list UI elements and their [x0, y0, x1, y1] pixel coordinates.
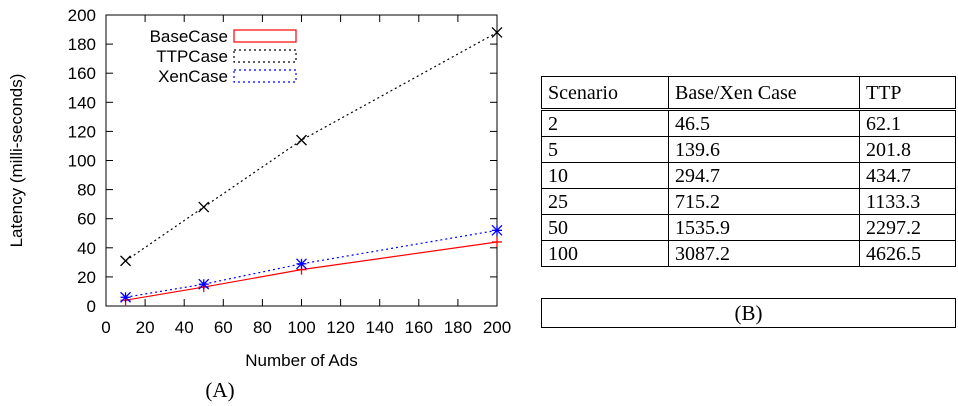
table-row: 5 139.6 201.8: [541, 136, 956, 163]
cell-scenario: 5: [541, 136, 669, 163]
data-point-ttpcase-d2: [296, 134, 307, 146]
cell-base-xen: 46.5: [668, 108, 860, 137]
x-axis-label: Number of Ads: [245, 351, 357, 370]
header-base-xen-case: Base/Xen Case: [668, 76, 860, 110]
x-tick-label: 160: [405, 318, 433, 337]
cell-scenario: 10: [541, 162, 669, 189]
x-tick-label: 180: [444, 318, 472, 337]
x-tick-label: 80: [253, 318, 272, 337]
y-tick-label: 0: [87, 297, 96, 316]
table-row: 25 715.2 1133.3: [541, 188, 956, 215]
series-line-ttpcase: [125, 31, 498, 262]
x-tick-label: 200: [483, 318, 511, 337]
table-row: 100 3087.2 4626.5: [541, 240, 956, 267]
y-tick-label: 140: [68, 93, 96, 112]
cell-ttp: 434.7: [859, 162, 956, 189]
data-point-ttpcase-d2: [198, 201, 210, 213]
legend-swatch-xencase: [233, 69, 297, 83]
cell-ttp: 1133.3: [859, 188, 956, 215]
data-point-xencase-d2: [198, 278, 210, 290]
y-tick-label: 180: [68, 35, 96, 54]
x-tick-label: 120: [326, 318, 354, 337]
x-tick-label: 100: [287, 318, 315, 337]
cell-base-xen: 3087.2: [668, 240, 860, 267]
y-tick-label: 200: [68, 6, 96, 25]
series-line-xencase: [125, 229, 498, 298]
latency-table-panel: Scenario Base/Xen Case TTP 2 46.5 62.1 5…: [541, 76, 956, 267]
cell-base-xen: 294.7: [668, 162, 860, 189]
table-row: 50 1535.9 2297.2: [541, 214, 956, 241]
cell-base-xen: 715.2: [668, 188, 860, 215]
header-ttp: TTP: [859, 76, 956, 110]
data-point-ttpcase-d2: [120, 255, 132, 267]
y-tick-label: 80: [77, 181, 96, 200]
table-row: 10 294.7 434.7: [541, 162, 956, 189]
legend-swatch-ttpcase: [233, 49, 297, 63]
cell-base-xen: 139.6: [668, 136, 860, 163]
cell-ttp: 4626.5: [859, 240, 956, 267]
y-tick-label: 160: [68, 64, 96, 83]
cell-scenario: 25: [541, 188, 669, 215]
y-tick-label: 100: [68, 152, 96, 171]
y-tick-label: 20: [77, 268, 96, 287]
legend-label-ttpcase: TTPCase: [156, 47, 228, 66]
legend-swatch-basecase: [233, 29, 297, 43]
cell-scenario: 50: [541, 214, 669, 241]
series-line-basecase: [125, 241, 498, 301]
table-caption: (B): [541, 298, 956, 328]
cell-base-xen: 1535.9: [668, 214, 860, 241]
x-tick-label: 40: [175, 318, 194, 337]
y-tick-label: 120: [68, 122, 96, 141]
x-tick-label: 0: [101, 318, 110, 337]
data-point-xencase-d2: [296, 258, 307, 270]
data-point-ttpcase-d2: [491, 27, 503, 38]
data-point-xencase-d2: [120, 291, 132, 303]
cell-scenario: 100: [541, 240, 669, 267]
legend-label-xencase: XenCase: [158, 67, 228, 86]
y-tick-label: 60: [77, 210, 96, 229]
chart-caption: (A): [205, 378, 235, 402]
cell-ttp: 62.1: [859, 108, 956, 137]
header-scenario: Scenario: [541, 76, 669, 110]
x-tick-label: 140: [366, 318, 394, 337]
table-row: 2 46.5 62.1: [541, 108, 956, 137]
y-axis-label: Latency (milli-seconds): [7, 74, 26, 248]
data-point-xencase-d2: [491, 224, 503, 236]
cell-scenario: 2: [541, 108, 669, 137]
latency-table: Scenario Base/Xen Case TTP 2 46.5 62.1 5…: [541, 76, 956, 267]
y-tick-label: 40: [77, 239, 96, 258]
latency-line-chart: 0 20 40 60 80 100 120 140 160 180 200 0 20 40 60 80 100 1…: [7, 6, 511, 370]
legend-label-basecase: BaseCase: [150, 27, 228, 46]
cell-ttp: 2297.2: [859, 214, 956, 241]
x-tick-label: 20: [136, 318, 155, 337]
cell-ttp: 201.8: [859, 136, 956, 163]
table-header-row: Scenario Base/Xen Case TTP: [541, 76, 956, 110]
x-tick-label: 60: [214, 318, 233, 337]
